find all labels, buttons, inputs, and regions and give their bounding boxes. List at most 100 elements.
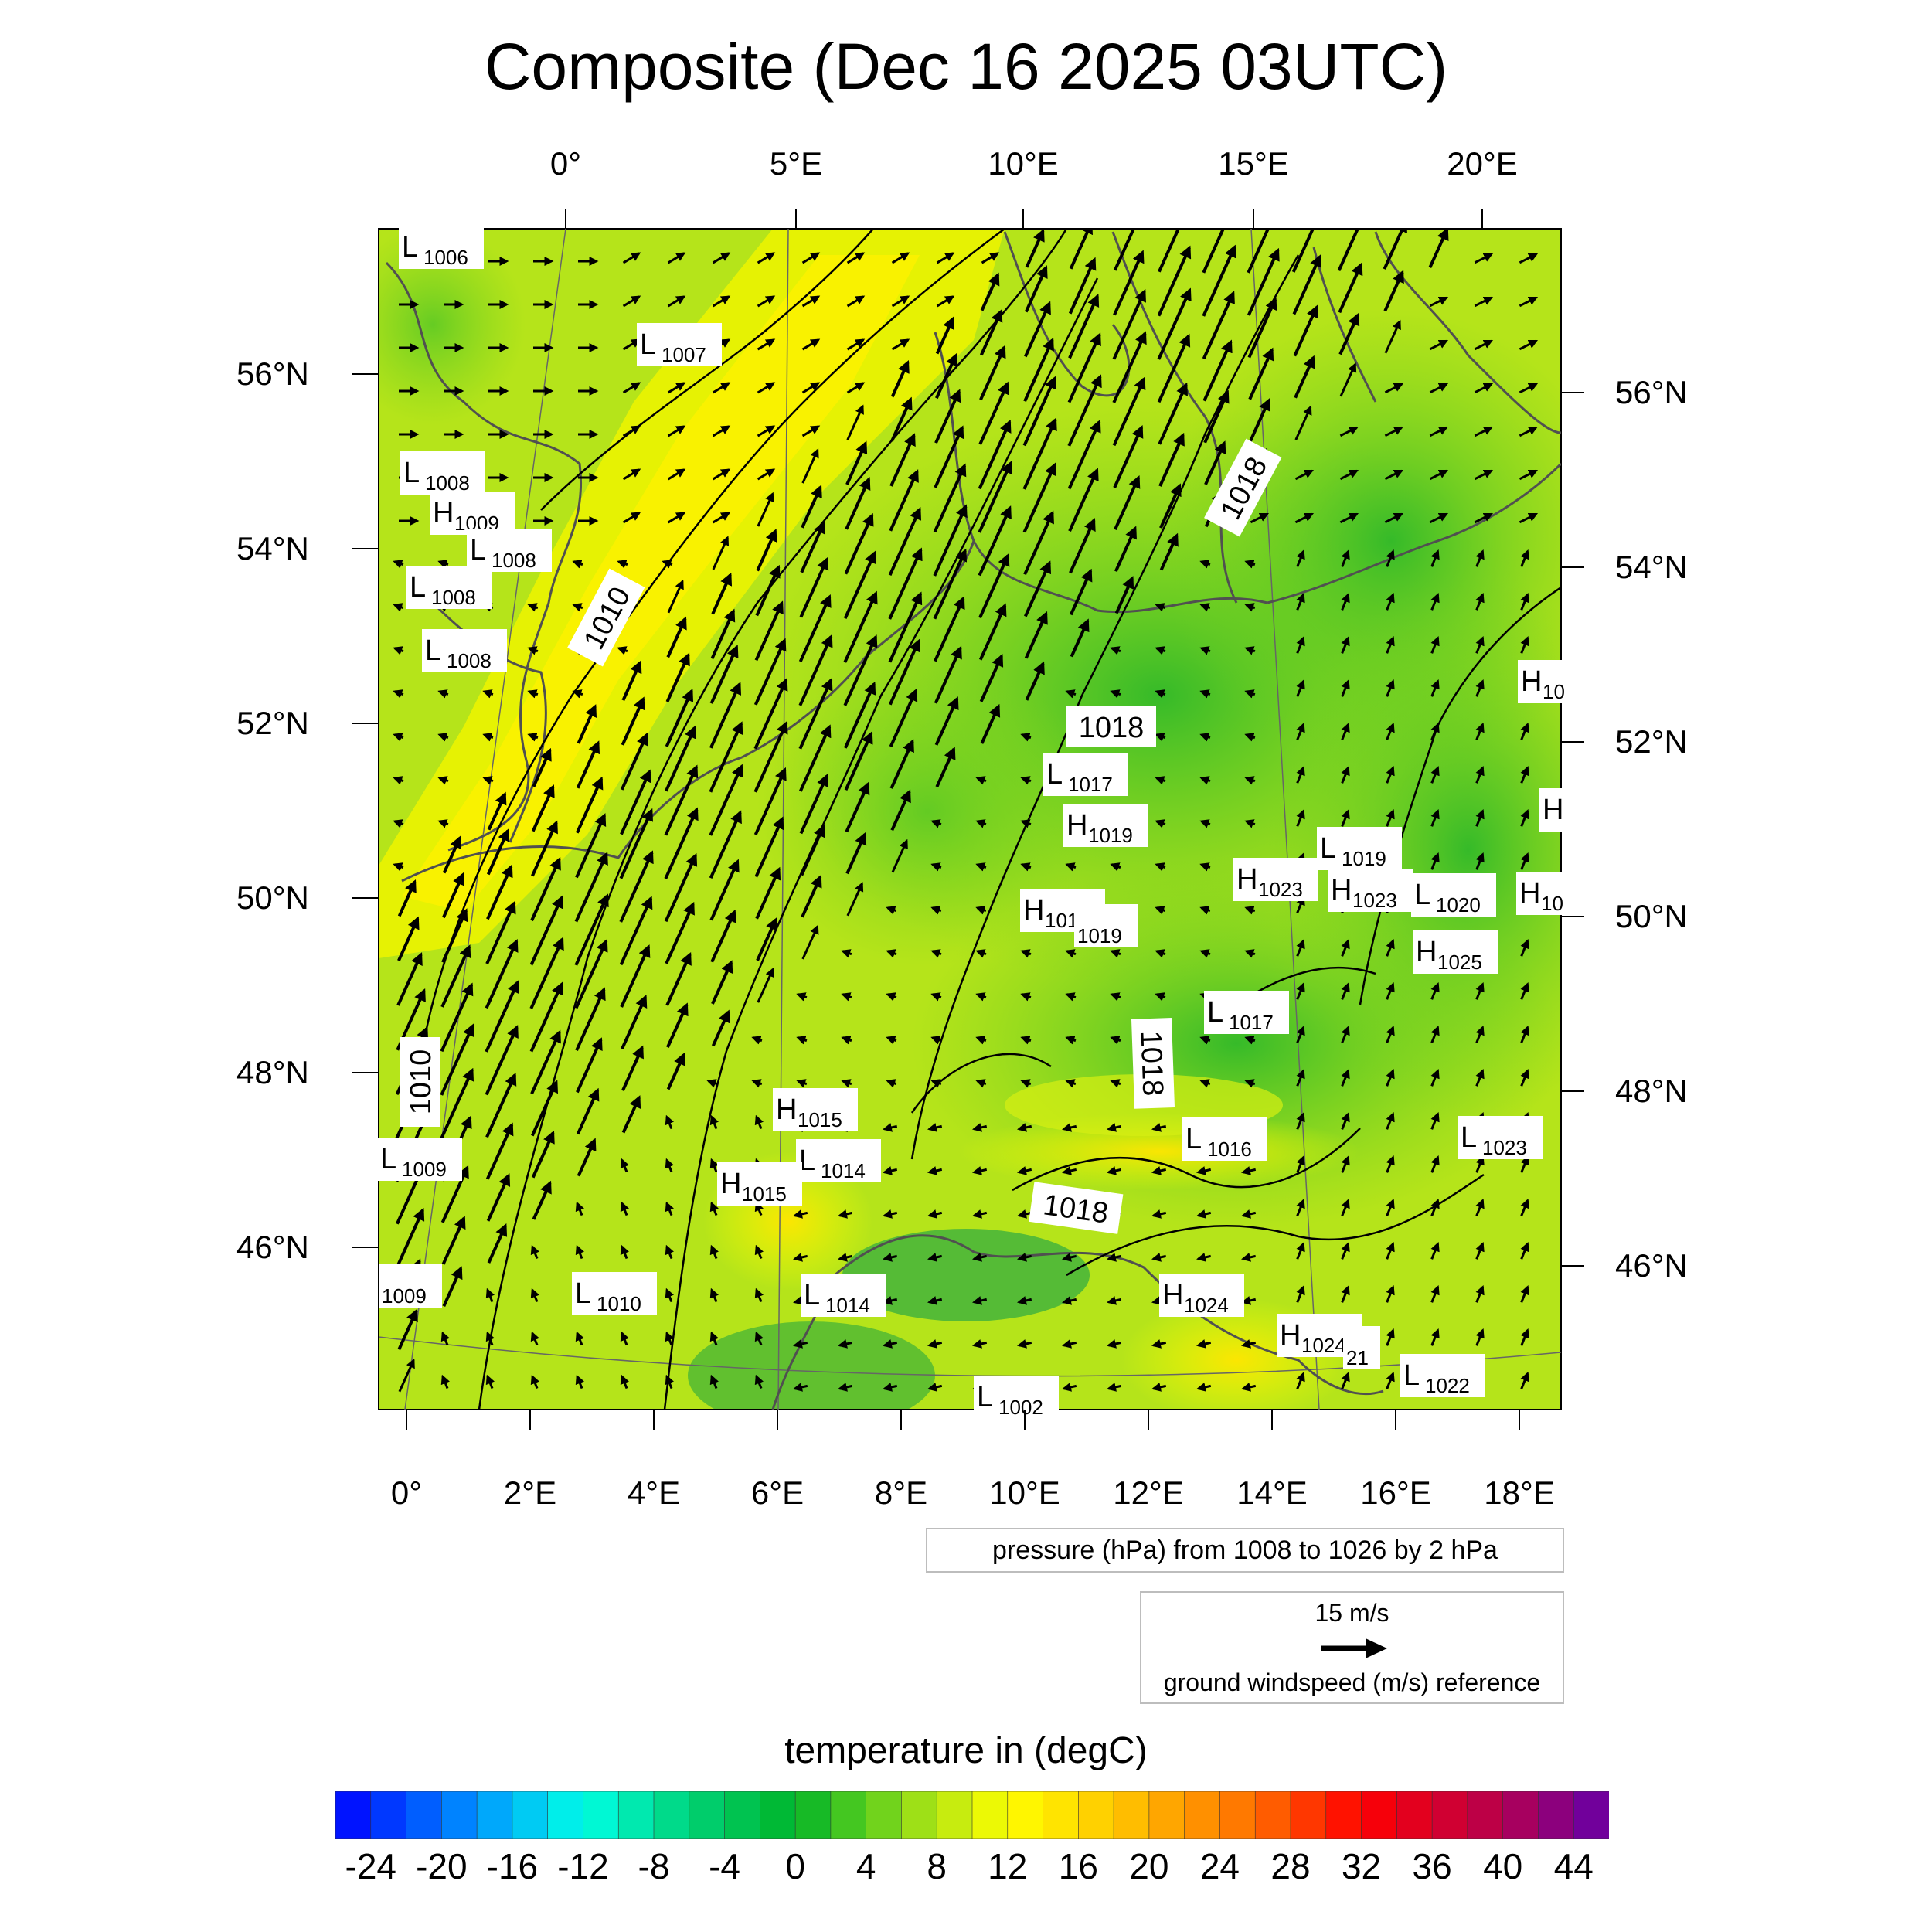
wind-arrow [620,732,648,791]
pressure-center: L 1007 [637,323,722,366]
wind-arrow [1199,1036,1211,1045]
wind-arrow [1430,1112,1440,1130]
wind-arrow [927,1296,943,1305]
wind-reference-speed: 15 m/s [1315,1599,1389,1627]
wind-arrow [440,1331,450,1346]
wind-arrow [575,1331,584,1346]
pressure-center-value: 1019 [1342,847,1386,870]
wind-arrow [841,992,852,1002]
wind-arrow [792,1383,808,1392]
wind-arrow [576,740,600,789]
wind-arrow [975,906,987,915]
wind-arrow [440,944,471,1008]
wind-arrow [844,512,874,575]
lon-label-top: 10°E [988,145,1059,182]
wind-arrow [882,1123,898,1132]
wind-arrow [1020,992,1032,1002]
wind-arrow [930,862,942,872]
wind-arrow [1474,296,1494,308]
wind-arrow [665,689,694,747]
wind-arrow [1386,1285,1395,1303]
wind-arrow [620,769,651,835]
wind-arrow [1386,982,1395,1000]
wind-arrow [1296,1026,1305,1043]
wind-arrow [1386,1372,1395,1389]
wind-arrow [709,682,742,749]
wind-arrow [1196,1253,1212,1262]
pressure-center: H 10 [1516,872,1575,915]
wind-arrow [527,603,539,612]
lon-label-bottom: 2°E [503,1475,557,1511]
wind-arrow [1296,939,1305,957]
wind-arrow [1199,906,1211,915]
wind-arrow [393,862,404,872]
wind-arrow [1199,1079,1211,1088]
wind-arrow [930,992,942,1002]
wind-arrow [665,1201,674,1216]
wind-arrow [393,733,404,742]
pressure-center: L 1014 [796,1139,881,1182]
wind-arrow [971,1339,988,1349]
pressure-center-type: H [776,1094,797,1126]
wind-arrow [1341,1112,1350,1130]
lat-label-right: 46°N [1615,1247,1688,1284]
colorbar-tick-label: 40 [1483,1846,1523,1886]
wind-arrow [1475,636,1485,654]
wind-arrow [1294,469,1315,481]
wind-arrow [796,1036,808,1045]
map-title: Composite (Dec 16 2025 03UTC) [484,30,1448,103]
wind-arrow [575,1201,584,1216]
wind-arrow [975,776,987,785]
lon-label-bottom: 4°E [627,1475,681,1511]
wind-arrow [397,1308,418,1351]
wind-arrow [1520,1328,1529,1346]
wind-arrow [978,381,1009,445]
wind-arrow [1292,254,1321,315]
wind-arrow [1110,646,1121,655]
wind-arrow [709,1201,719,1216]
wind-arrow [621,995,648,1050]
wind-arrow [440,1067,474,1139]
wind-arrow [482,689,494,699]
wind-arrow [1296,1069,1305,1087]
wind-arrow [1244,906,1256,915]
pressure-center: H 1015 [773,1088,858,1131]
pressure-legend: pressure (hPa) from 1008 to 1026 by 2 hP… [926,1528,1564,1573]
colorbar-swatch [406,1791,443,1839]
wind-arrow [1520,636,1529,654]
wind-arrow [1475,852,1485,870]
lon-label-bottom: 10°E [989,1475,1060,1511]
wind-arrow [1520,549,1529,567]
wind-arrow [1016,1166,1032,1175]
wind-arrow [621,1045,644,1092]
pressure-center-type: H [1023,894,1044,927]
pressure-center-type: H [1066,809,1087,842]
wind-arrow [978,553,1010,619]
wind-arrow [1430,1285,1440,1303]
wind-arrow [441,1216,466,1265]
wind-arrow [1061,1123,1077,1132]
wind-arrow [664,807,699,879]
colorbar-tick-label: -8 [638,1846,670,1886]
wind-arrow [1151,1339,1167,1349]
wind-arrow [1113,229,1136,271]
wind-arrow [1240,1253,1257,1262]
lat-label-left: 50°N [236,879,309,916]
wind-arrow [667,579,684,614]
pressure-center-type: H [1162,1279,1183,1311]
colorbar-swatch [1290,1791,1327,1839]
wind-arrow [620,1374,629,1389]
wind-arrow [1383,229,1407,270]
colorbar-swatch [653,1791,690,1839]
colorbar-swatch [547,1791,584,1839]
pressure-center: 21 [1343,1326,1380,1369]
colorbar-swatch [794,1791,832,1839]
wind-arrow [1519,339,1539,351]
wind-arrow [1291,229,1315,273]
wind-arrow [1384,512,1404,524]
pressure-center-value: 1009 [402,1158,447,1181]
wind-arrow [1244,776,1256,785]
pressure-center-type: L [640,328,656,361]
wind-arrow [753,678,788,750]
wind-arrow [1341,723,1350,740]
